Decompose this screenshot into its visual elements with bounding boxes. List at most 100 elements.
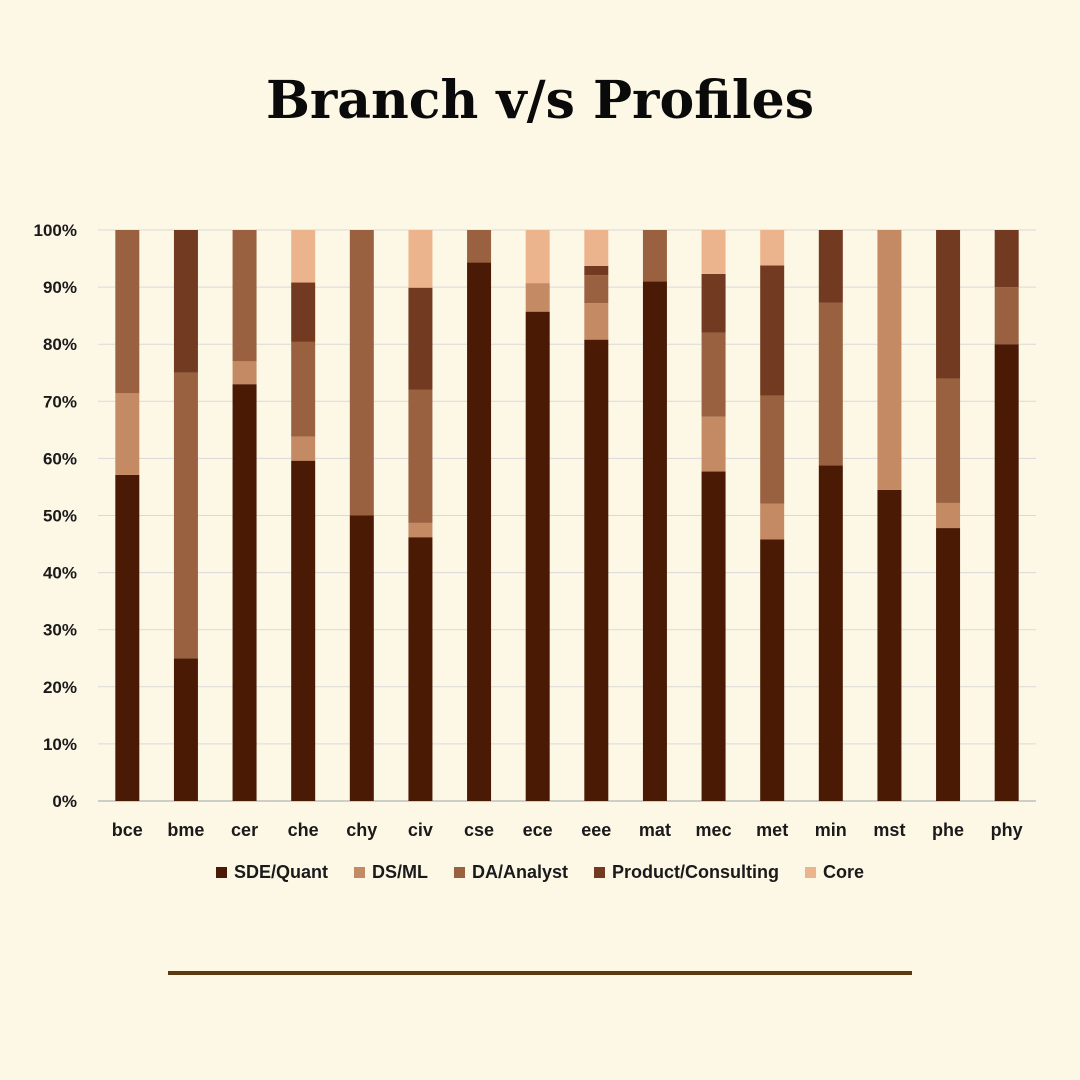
- x-tick-label: mat: [639, 820, 671, 840]
- y-tick-label: 80%: [43, 335, 77, 354]
- bar-segment: [291, 460, 316, 801]
- bar-segment: [760, 503, 785, 540]
- legend-item: SDE/Quant: [215, 862, 328, 883]
- bar-segment: [291, 341, 316, 437]
- bar-segment: [994, 230, 1019, 288]
- y-tick-label: 0%: [52, 792, 77, 811]
- bar-segment: [408, 230, 433, 288]
- bar-segment: [408, 537, 433, 801]
- bar-stack-mec: [701, 230, 726, 801]
- bar-stack-mat: [642, 230, 667, 801]
- bar-segment: [584, 339, 609, 801]
- legend-item: DA/Analyst: [453, 862, 569, 883]
- x-tick-label: bme: [167, 820, 204, 840]
- bar-stack-civ: [408, 230, 433, 801]
- legend-item: DS/ML: [353, 862, 428, 883]
- y-tick-label: 40%: [43, 564, 77, 583]
- bar-stack-chy: [349, 230, 374, 801]
- x-tick-label: eee: [581, 820, 611, 840]
- bar-stack-bce: [115, 230, 140, 801]
- bar-segment: [115, 230, 140, 394]
- page-title: Branch v/s Profiles: [265, 70, 815, 131]
- x-tick-label: civ: [408, 820, 433, 840]
- bar-segment: [584, 230, 609, 266]
- legend-label: DS/ML: [371, 862, 428, 882]
- bar-segment: [642, 281, 667, 801]
- bar-segment: [818, 230, 843, 303]
- x-tick-label: min: [815, 820, 847, 840]
- bar-segment: [291, 282, 316, 342]
- bar-segment: [115, 393, 140, 475]
- legend-swatch: [353, 867, 365, 878]
- bar-segment: [173, 658, 198, 801]
- bar-segment: [408, 389, 433, 523]
- x-tick-label: mec: [696, 820, 732, 840]
- bar-segment: [877, 489, 902, 801]
- bar-stack-bme: [173, 230, 198, 801]
- bar-segment: [232, 384, 257, 801]
- x-tick-label: mst: [873, 820, 905, 840]
- bar-segment: [936, 502, 961, 529]
- bar-stack-eee: [584, 230, 609, 801]
- y-tick-label: 50%: [43, 507, 77, 526]
- legend-label: DA/Analyst: [471, 862, 569, 882]
- bar-segment: [701, 332, 726, 417]
- bars: [115, 230, 1019, 801]
- bar-segment: [291, 230, 316, 283]
- bar-segment: [936, 378, 961, 503]
- bar-segment: [760, 395, 785, 504]
- legend-swatch: [805, 867, 816, 878]
- y-tick-label: 60%: [43, 449, 77, 468]
- legend-item: Product/Consulting: [594, 862, 779, 883]
- bar-segment: [232, 361, 257, 385]
- bar-segment: [701, 273, 726, 333]
- y-tick-label: 10%: [43, 735, 77, 754]
- bar-stack-phy: [994, 230, 1019, 801]
- bar-segment: [291, 436, 316, 461]
- bar-stack-min: [818, 230, 843, 801]
- bar-segment: [701, 471, 726, 801]
- y-axis-ticks: 0% 10% 20% 30% 40% 50% 60% 70% 80% 90% 100%: [34, 221, 77, 811]
- bar-segment: [525, 230, 550, 284]
- bar-segment: [173, 372, 198, 659]
- bar-segment: [408, 287, 433, 390]
- x-tick-label: met: [756, 820, 788, 840]
- x-axis-ticks: bce bme cer che chy civ cse ece eee mat mec met min m…: [112, 820, 1023, 840]
- bar-segment: [115, 474, 140, 801]
- bar-stack-cse: [467, 230, 492, 801]
- bar-segment: [584, 303, 609, 340]
- legend-swatch: [215, 867, 227, 878]
- bar-segment: [349, 230, 374, 516]
- x-tick-label: cse: [464, 820, 494, 840]
- y-tick-label: 70%: [43, 392, 77, 411]
- y-tick-label: 100%: [34, 221, 77, 240]
- bar-segment: [760, 539, 785, 801]
- bar-segment: [760, 265, 785, 396]
- bar-segment: [994, 287, 1019, 345]
- bar-stack-ece: [525, 230, 550, 801]
- bar-segment: [936, 230, 961, 379]
- x-tick-label: cer: [231, 820, 258, 840]
- bar-stack-che: [291, 230, 316, 801]
- bar-segment: [877, 230, 902, 490]
- bar-segment: [584, 265, 609, 276]
- bar-segment: [994, 344, 1019, 801]
- bar-segment: [467, 230, 492, 263]
- legend-swatch: [594, 867, 606, 878]
- bar-stack-mst: [877, 230, 902, 801]
- legend-swatch: [453, 867, 465, 878]
- y-tick-label: 30%: [43, 621, 77, 640]
- stacked-bar-chart: 0% 10% 20% 30% 40% 50% 60% 70% 80% 90% 100% bce bme…: [34, 221, 1036, 840]
- bar-segment: [701, 416, 726, 472]
- bar-segment: [642, 230, 667, 282]
- x-tick-label: phe: [932, 820, 964, 840]
- legend-label: Core: [823, 862, 865, 882]
- bar-segment: [525, 311, 550, 801]
- bar-segment: [936, 528, 961, 801]
- bar-stack-met: [760, 230, 785, 801]
- bar-stack-cer: [232, 230, 257, 801]
- bar-segment: [701, 230, 726, 274]
- footer-divider: [168, 971, 912, 975]
- bar-segment: [818, 302, 843, 466]
- bar-segment: [760, 230, 785, 266]
